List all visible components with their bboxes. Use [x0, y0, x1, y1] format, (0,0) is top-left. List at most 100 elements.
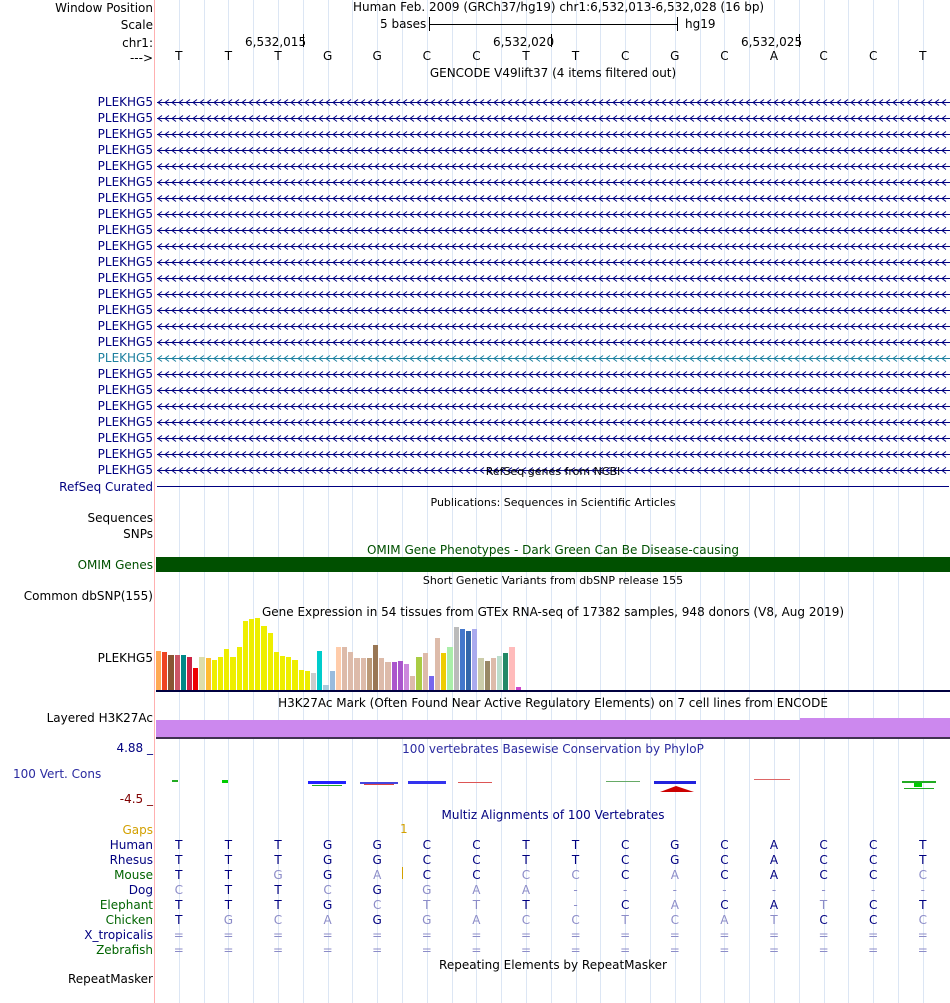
gtex-bar[interactable] [280, 656, 286, 690]
gencode-gene-line[interactable] [156, 434, 950, 443]
gtex-bar[interactable] [342, 647, 348, 690]
gencode-gene-label[interactable]: PLEKHG5 [97, 175, 153, 189]
gtex-bar[interactable] [298, 670, 304, 690]
gencode-gene-label[interactable]: PLEKHG5 [97, 95, 153, 109]
omim-bar[interactable] [156, 557, 950, 572]
gencode-gene-line[interactable] [156, 226, 950, 235]
gtex-bar[interactable] [317, 651, 323, 690]
species-label[interactable]: Chicken [105, 913, 153, 927]
gencode-gene-label[interactable]: PLEKHG5 [97, 271, 153, 285]
gencode-gene-label[interactable]: PLEKHG5 [97, 127, 153, 141]
gtex-bar[interactable] [236, 647, 242, 690]
publications-label[interactable]: Sequences [87, 511, 153, 525]
gtex-label[interactable]: PLEKHG5 [97, 651, 153, 665]
dbsnp-label[interactable]: Common dbSNP(155) [23, 589, 153, 603]
gtex-bar[interactable] [230, 657, 236, 690]
gtex-bar[interactable] [366, 658, 372, 690]
species-label[interactable]: Zebrafish [96, 943, 153, 957]
gtex-bar[interactable] [428, 676, 434, 690]
gtex-bar[interactable] [249, 619, 255, 690]
gtex-bar[interactable] [478, 658, 484, 690]
gencode-gene-line[interactable] [156, 450, 950, 459]
gtex-bar[interactable] [441, 653, 447, 690]
gtex-bar[interactable] [273, 652, 279, 690]
gencode-gene-line[interactable] [156, 338, 950, 347]
repeatmasker-label[interactable]: RepeatMasker [67, 972, 153, 986]
gtex-bar[interactable] [286, 657, 292, 690]
gencode-gene-line[interactable] [156, 130, 950, 139]
gencode-gene-label[interactable]: PLEKHG5 [97, 335, 153, 349]
gencode-gene-label[interactable]: PLEKHG5 [97, 287, 153, 301]
gencode-gene-line[interactable] [156, 418, 950, 427]
species-label[interactable]: Dog [128, 883, 153, 897]
gencode-gene-line[interactable] [156, 194, 950, 203]
gtex-bar[interactable] [205, 658, 211, 690]
gtex-bar[interactable] [329, 671, 335, 690]
gencode-gene-line[interactable] [156, 354, 950, 363]
gtex-bar[interactable] [354, 658, 360, 690]
gtex-bar[interactable] [168, 655, 174, 690]
gencode-gene-line[interactable] [156, 210, 950, 219]
gencode-gene-line[interactable] [156, 178, 950, 187]
gencode-gene-line[interactable] [156, 258, 950, 267]
gtex-bar[interactable] [490, 658, 496, 690]
gencode-gene-line[interactable] [156, 114, 950, 123]
gtex-bar[interactable] [509, 647, 515, 690]
snps-label[interactable]: SNPs [123, 527, 153, 541]
gencode-gene-label[interactable]: PLEKHG5 [97, 159, 153, 173]
species-label[interactable]: X_tropicalis [84, 928, 153, 942]
gtex-bar[interactable] [292, 660, 298, 690]
h3k27ac-signal[interactable] [156, 720, 950, 738]
gtex-bar[interactable] [497, 656, 503, 690]
refseq-label[interactable]: RefSeq Curated [59, 480, 153, 494]
omim-label[interactable]: OMIM Genes [77, 558, 153, 572]
gtex-bar[interactable] [348, 652, 354, 690]
gtex-bar[interactable] [211, 660, 217, 690]
gencode-gene-label[interactable]: PLEKHG5 [97, 431, 153, 445]
refseq-line[interactable] [157, 486, 949, 487]
gtex-bar[interactable] [416, 657, 422, 690]
gencode-gene-line[interactable] [156, 146, 950, 155]
gencode-gene-label[interactable]: PLEKHG5 [97, 415, 153, 429]
gtex-bar[interactable] [174, 655, 180, 690]
gtex-bar[interactable] [156, 651, 162, 690]
gencode-gene-line[interactable] [156, 290, 950, 299]
gtex-bar[interactable] [335, 647, 341, 690]
gtex-bar[interactable] [515, 687, 521, 690]
gtex-bar[interactable] [435, 638, 441, 690]
gencode-gene-label[interactable]: PLEKHG5 [97, 463, 153, 477]
gtex-bar[interactable] [373, 645, 379, 690]
gencode-gene-line[interactable] [156, 274, 950, 283]
gencode-gene-label[interactable]: PLEKHG5 [97, 319, 153, 333]
gencode-gene-label[interactable]: PLEKHG5 [97, 223, 153, 237]
gtex-chart[interactable] [156, 618, 556, 690]
gencode-gene-line[interactable] [156, 466, 950, 475]
gtex-bar[interactable] [180, 655, 186, 690]
gtex-bar[interactable] [242, 621, 248, 690]
gtex-bar[interactable] [162, 652, 168, 690]
gencode-gene-line[interactable] [156, 322, 950, 331]
gtex-bar[interactable] [323, 685, 329, 690]
gtex-bar[interactable] [484, 661, 490, 690]
gtex-bar[interactable] [447, 647, 453, 690]
gtex-bar[interactable] [267, 633, 273, 690]
gencode-gene-line[interactable] [156, 402, 950, 411]
gtex-bar[interactable] [503, 653, 509, 690]
gtex-bar[interactable] [397, 661, 403, 690]
gencode-gene-label[interactable]: PLEKHG5 [97, 207, 153, 221]
gtex-bar[interactable] [187, 657, 193, 690]
gtex-bar[interactable] [311, 673, 317, 690]
gtex-bar[interactable] [410, 676, 416, 690]
gencode-gene-label[interactable]: PLEKHG5 [97, 239, 153, 253]
h3k27ac-label[interactable]: Layered H3K27Ac [46, 711, 153, 725]
species-label[interactable]: Rhesus [109, 853, 153, 867]
gencode-gene-line[interactable] [156, 242, 950, 251]
gencode-gene-label[interactable]: PLEKHG5 [97, 303, 153, 317]
gtex-bar[interactable] [472, 629, 478, 690]
gencode-gene-line[interactable] [156, 386, 950, 395]
gtex-bar[interactable] [404, 664, 410, 690]
gencode-gene-line[interactable] [156, 98, 950, 107]
gencode-gene-label[interactable]: PLEKHG5 [97, 351, 153, 365]
species-label[interactable]: Human [109, 838, 153, 852]
